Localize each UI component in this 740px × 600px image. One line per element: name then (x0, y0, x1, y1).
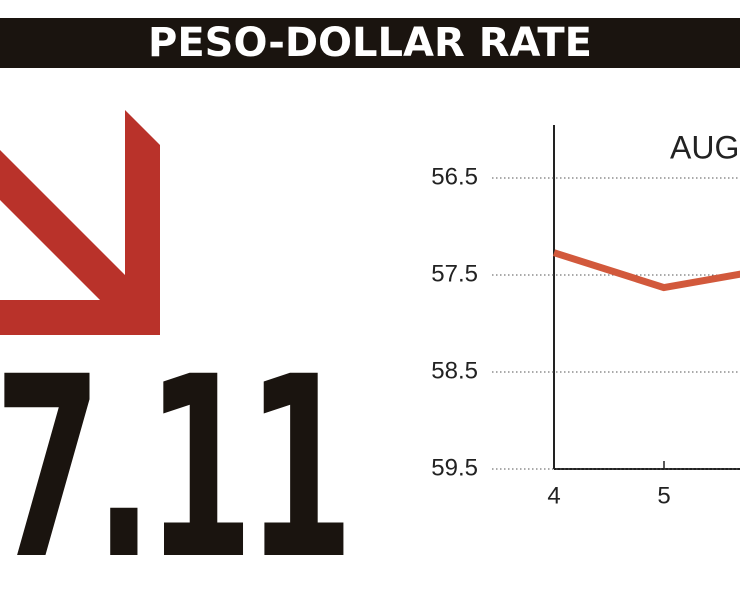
chart-title: PESO-DOLLAR RATE (148, 20, 592, 66)
headline-value: 7.11 (0, 324, 347, 600)
y-tick-label: 56.5 (431, 163, 478, 190)
plot: 56.5 57.5 58.5 59.5 4 5 (431, 163, 740, 509)
y-tick-label: 59.5 (431, 454, 478, 481)
y-tick-label: 58.5 (431, 357, 478, 384)
month-label: AUG (670, 129, 739, 165)
rate-line (552, 249, 740, 292)
down-arrow (0, 110, 160, 335)
title-bar (0, 18, 740, 68)
x-tick-label: 5 (657, 482, 670, 509)
y-tick-label: 57.5 (431, 260, 478, 287)
x-tick-label: 4 (547, 482, 560, 509)
